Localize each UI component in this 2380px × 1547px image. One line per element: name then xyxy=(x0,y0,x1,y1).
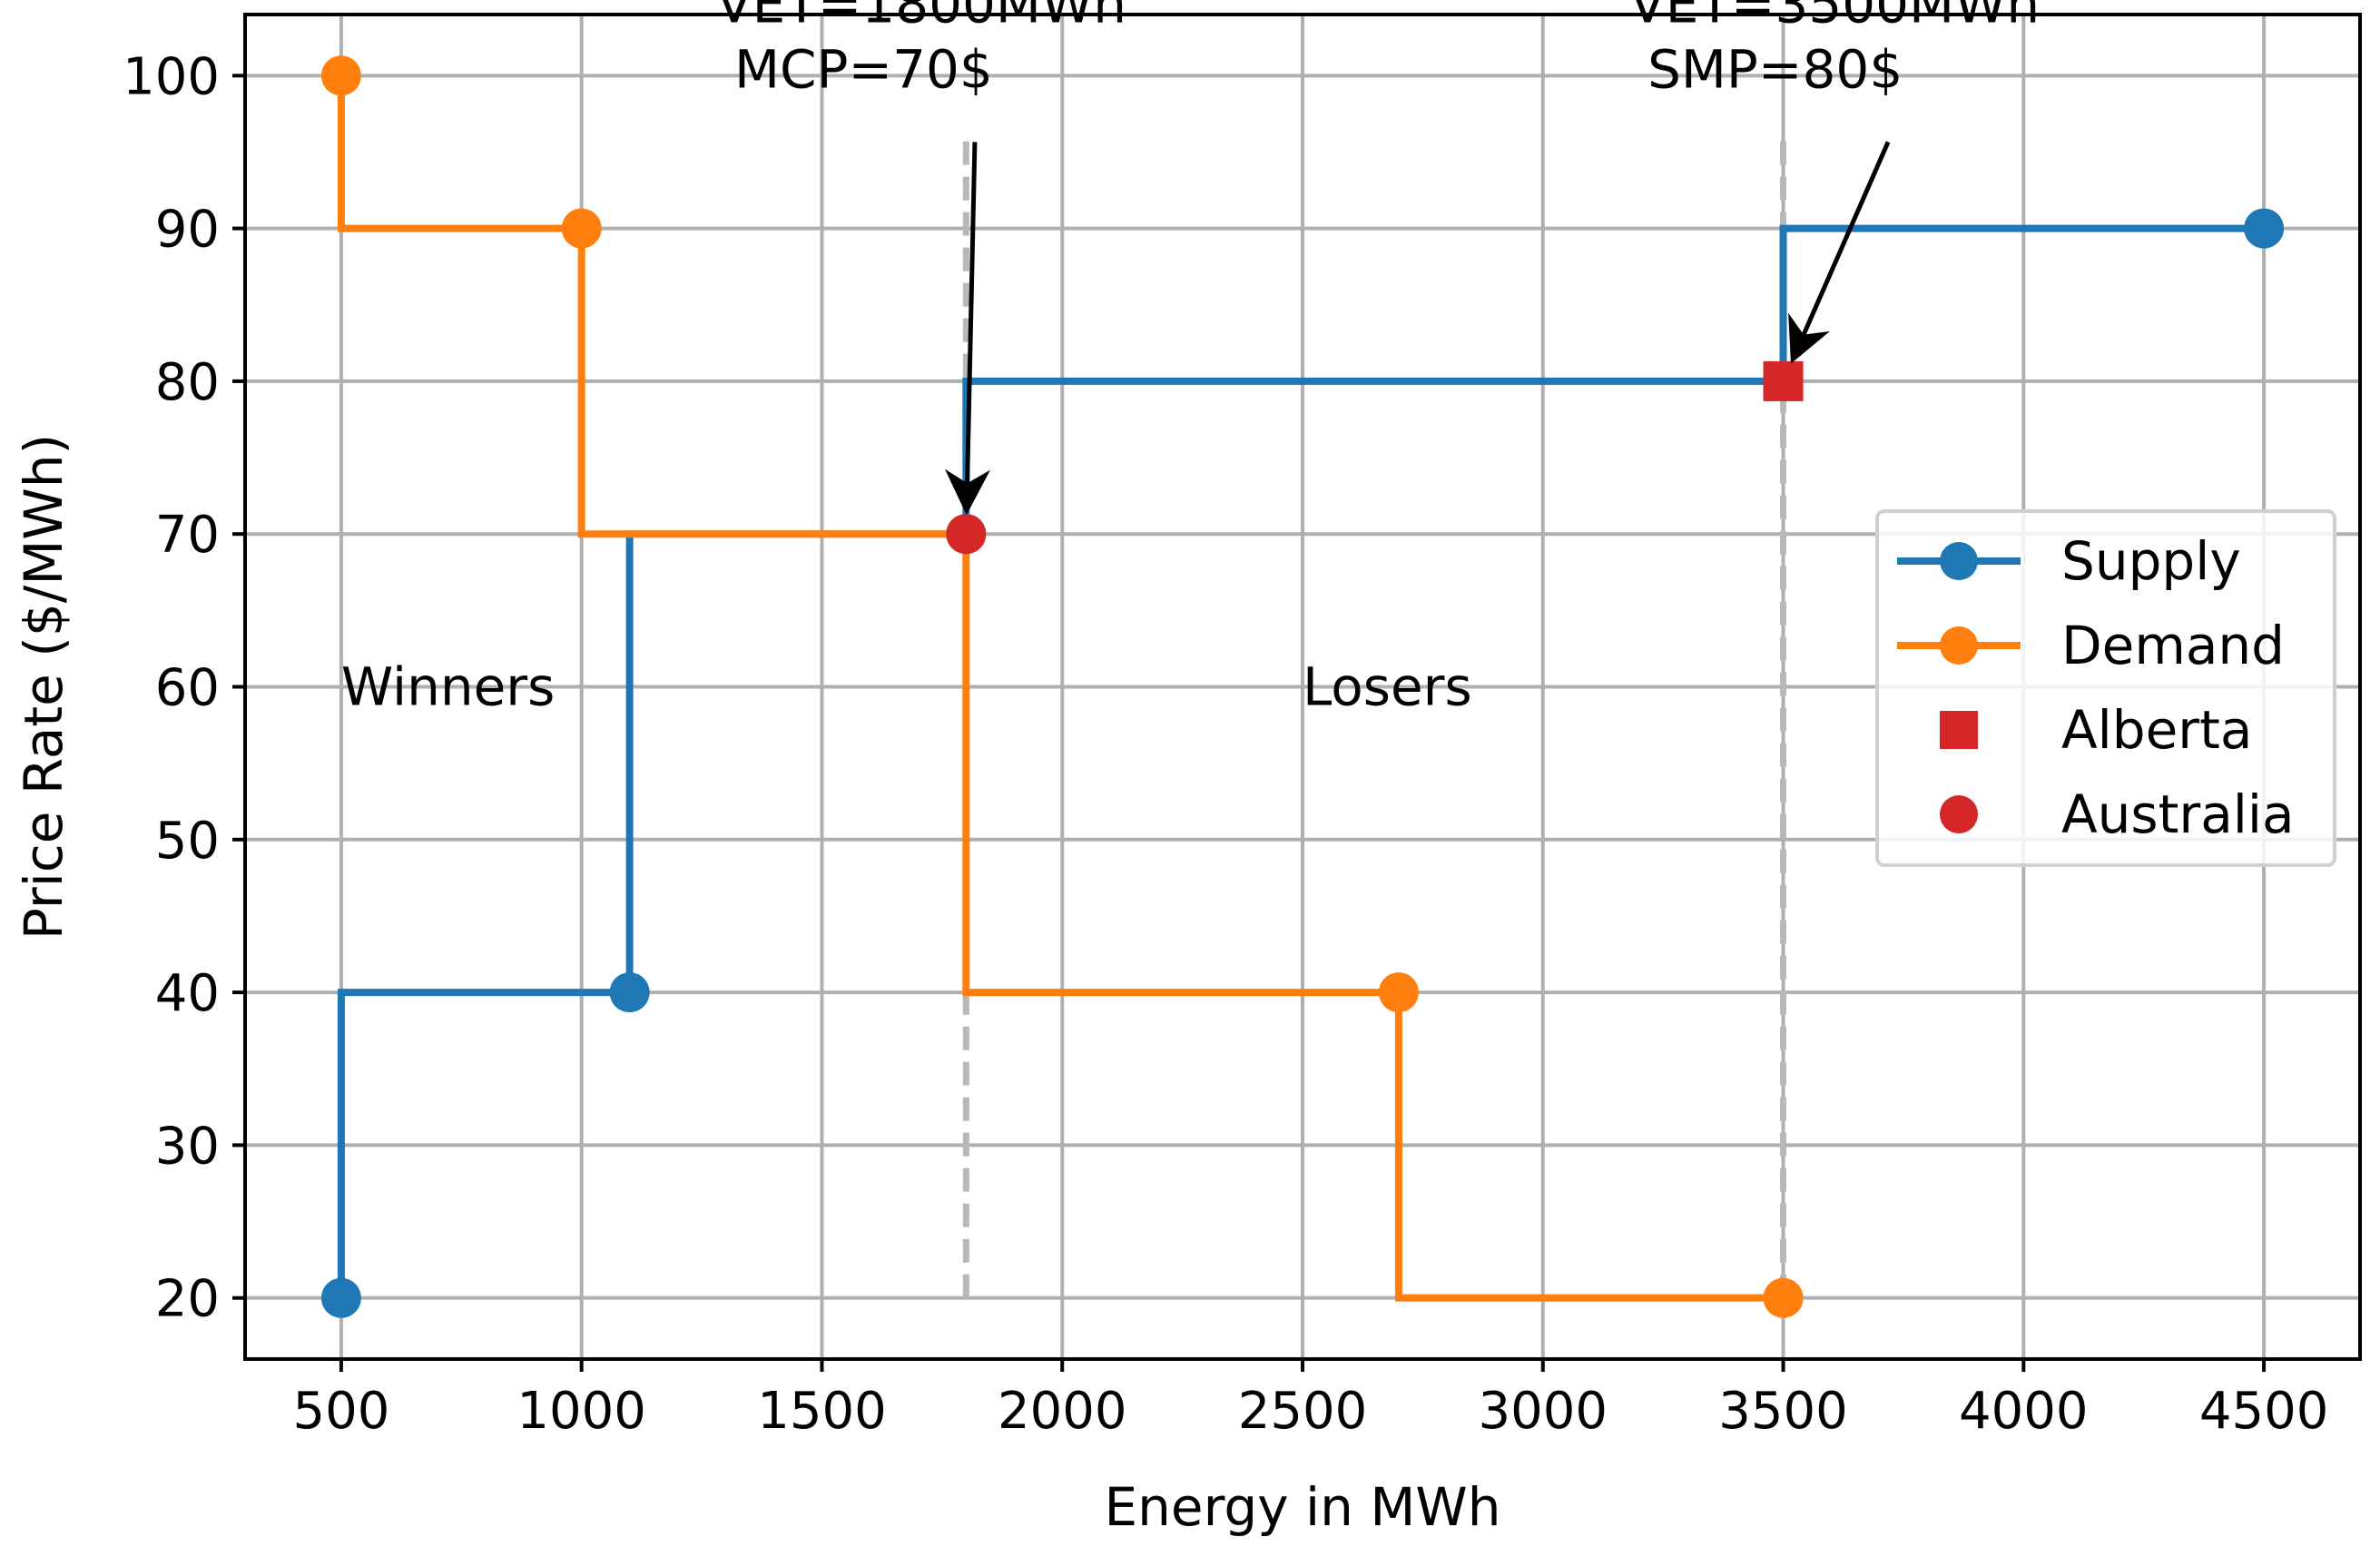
annotation-arrow xyxy=(944,142,990,516)
legend-box xyxy=(1875,509,2336,867)
x-tick-label: 2500 xyxy=(1238,1382,1368,1441)
x-tick-label: 500 xyxy=(292,1382,389,1441)
y-tick-label: 90 xyxy=(155,201,220,260)
annotation-text: VET=3500MWh xyxy=(1629,0,2040,34)
y-tick-label: 60 xyxy=(155,659,220,718)
supply-point xyxy=(609,972,650,1013)
x-tick-label: 3000 xyxy=(1479,1382,1608,1441)
annotation-arrow xyxy=(1788,141,1891,364)
annotation-text: VET=1800MWh xyxy=(716,0,1126,34)
region-label-losers: Losers xyxy=(1303,656,1472,718)
x-tick-label: 4000 xyxy=(1959,1382,2089,1441)
demand-point xyxy=(320,55,361,96)
demand-point xyxy=(561,208,602,249)
axis-ticks: 500 1000 1500 2000 2500 3000 3500 4000 4500 20 30 4… xyxy=(123,47,2328,1441)
y-axis-label: Price Rate ($/MWh) xyxy=(13,434,74,940)
x-tick-label: 3500 xyxy=(1718,1382,1848,1441)
demand-point xyxy=(1378,972,1419,1013)
legend-label-demand: Demand xyxy=(2061,615,2285,676)
y-tick-label: 100 xyxy=(123,47,220,106)
region-labels: Winners Losers xyxy=(341,656,1472,718)
y-tick-label: 30 xyxy=(155,1117,220,1176)
y-tick-label: 80 xyxy=(155,353,220,412)
legend-marker-alberta xyxy=(1940,711,1978,749)
legend-label-alberta: Alberta xyxy=(2061,699,2252,761)
x-tick-label: 1500 xyxy=(757,1382,887,1441)
legend-marker-demand xyxy=(1940,626,1978,665)
x-tick-label: 2000 xyxy=(998,1382,1127,1441)
annotations: VET=1800MWh MCP=70$ VET=3500MWh SMP=80$ xyxy=(716,0,2040,516)
x-axis-label: Energy in MWh xyxy=(1105,1476,1501,1538)
y-tick-label: 40 xyxy=(155,964,220,1023)
supply-point xyxy=(320,1277,361,1318)
y-tick-label: 20 xyxy=(155,1270,220,1329)
australia-point xyxy=(946,514,987,555)
supply-point xyxy=(2244,208,2285,249)
y-tick-label: 70 xyxy=(155,506,220,565)
region-label-winners: Winners xyxy=(341,656,555,718)
x-tick-label: 4500 xyxy=(2199,1382,2329,1441)
legend-label-supply: Supply xyxy=(2061,530,2241,592)
y-tick-label: 50 xyxy=(155,812,220,871)
annotation-text: MCP=70$ xyxy=(734,38,993,100)
x-tick-label: 1000 xyxy=(516,1382,646,1441)
legend-marker-australia xyxy=(1940,795,1978,833)
legend-label-australia: Australia xyxy=(2061,783,2295,845)
series-markers xyxy=(320,55,2285,1318)
alberta-point xyxy=(1763,360,1804,401)
legend: Supply Demand Alberta Australia xyxy=(1875,509,2336,867)
demand-point xyxy=(1763,1277,1804,1318)
annotation-text: SMP=80$ xyxy=(1647,38,1903,100)
legend-marker-supply xyxy=(1940,542,1978,580)
